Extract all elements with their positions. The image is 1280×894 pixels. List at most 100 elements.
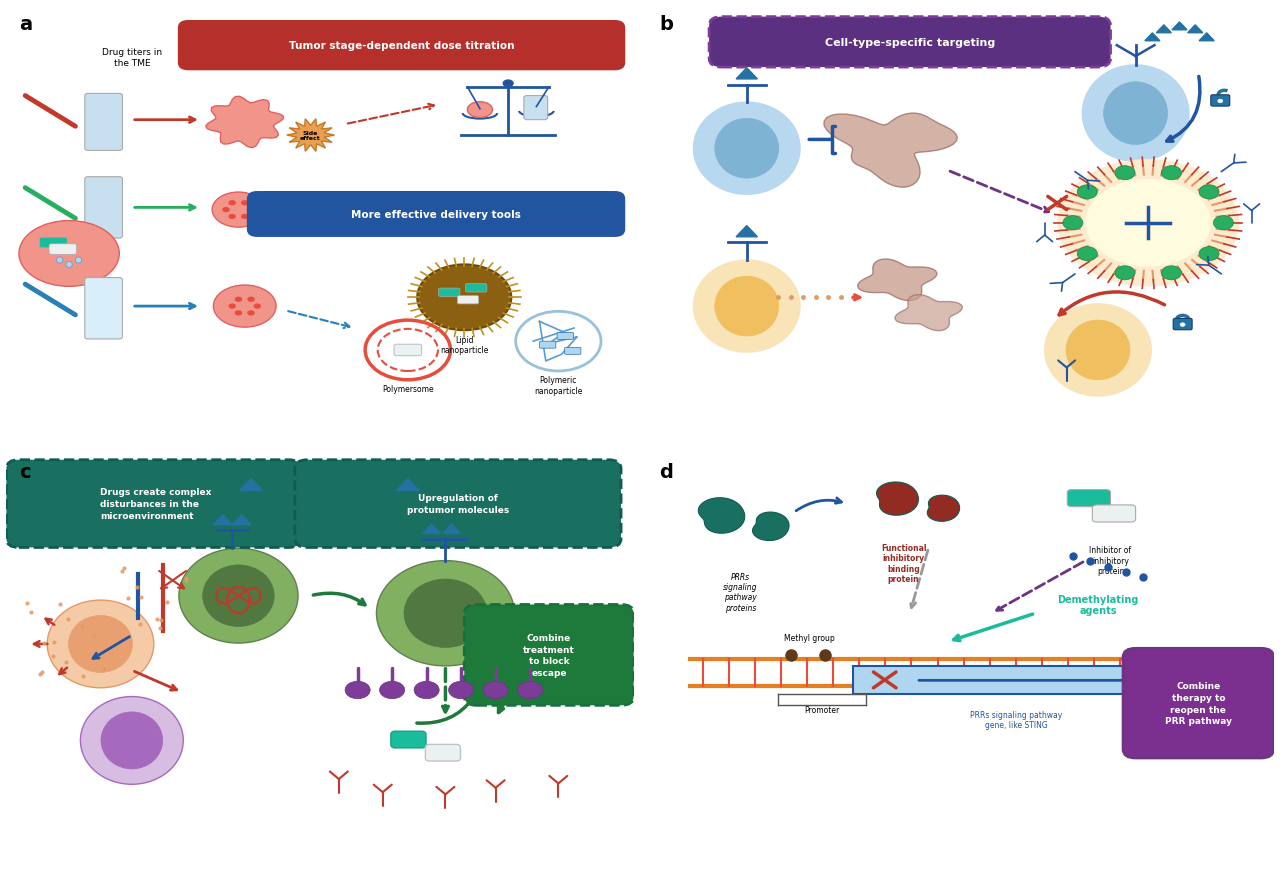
FancyBboxPatch shape	[248, 193, 625, 237]
Circle shape	[1057, 160, 1239, 287]
Circle shape	[1161, 166, 1181, 181]
Circle shape	[417, 266, 511, 331]
Circle shape	[241, 201, 248, 207]
Polygon shape	[287, 120, 334, 152]
Circle shape	[1199, 248, 1219, 261]
Ellipse shape	[1103, 82, 1167, 146]
Polygon shape	[1144, 34, 1160, 42]
Circle shape	[234, 311, 242, 316]
Text: Cell-type-specific targeting: Cell-type-specific targeting	[824, 38, 995, 48]
Text: Inhibitor of
inhibitory
protein: Inhibitor of inhibitory protein	[1089, 545, 1132, 576]
Ellipse shape	[376, 561, 515, 666]
FancyBboxPatch shape	[6, 460, 301, 548]
Circle shape	[1217, 100, 1222, 104]
FancyBboxPatch shape	[294, 460, 621, 548]
Text: Methyl group: Methyl group	[785, 633, 835, 642]
FancyBboxPatch shape	[84, 94, 123, 151]
Polygon shape	[895, 295, 963, 332]
Ellipse shape	[214, 286, 276, 328]
FancyBboxPatch shape	[524, 97, 548, 121]
Circle shape	[415, 681, 439, 699]
Text: b: b	[659, 15, 673, 34]
Polygon shape	[824, 114, 957, 188]
Ellipse shape	[714, 119, 778, 179]
Text: Promoter: Promoter	[804, 705, 840, 714]
Ellipse shape	[19, 222, 119, 287]
Polygon shape	[214, 515, 232, 525]
Text: PRRs signaling pathway
gene, like STING: PRRs signaling pathway gene, like STING	[970, 710, 1062, 730]
Circle shape	[241, 215, 248, 220]
FancyBboxPatch shape	[465, 604, 634, 705]
Circle shape	[253, 304, 261, 309]
FancyBboxPatch shape	[1123, 649, 1274, 758]
Ellipse shape	[76, 257, 82, 264]
Text: Combine
treatment
to block
escape: Combine treatment to block escape	[524, 633, 575, 678]
Circle shape	[1199, 186, 1219, 199]
Polygon shape	[699, 498, 745, 534]
Circle shape	[517, 681, 543, 699]
Ellipse shape	[179, 549, 298, 644]
Ellipse shape	[467, 103, 493, 118]
Circle shape	[346, 681, 370, 699]
Circle shape	[1161, 266, 1181, 281]
FancyBboxPatch shape	[84, 278, 123, 340]
Ellipse shape	[694, 103, 800, 195]
Text: Polymeric
nanoparticle: Polymeric nanoparticle	[534, 376, 582, 395]
Circle shape	[223, 207, 229, 213]
FancyBboxPatch shape	[540, 342, 556, 349]
Polygon shape	[736, 226, 758, 238]
Circle shape	[247, 311, 255, 316]
FancyBboxPatch shape	[84, 178, 123, 239]
Text: PRRs
signaling
pathway
proteins: PRRs signaling pathway proteins	[723, 572, 758, 612]
Text: Upregulation of
protumor molecules: Upregulation of protumor molecules	[407, 493, 509, 514]
Polygon shape	[877, 483, 919, 516]
FancyBboxPatch shape	[457, 296, 479, 305]
Circle shape	[1115, 166, 1135, 181]
Ellipse shape	[714, 277, 778, 337]
Polygon shape	[206, 97, 283, 148]
Ellipse shape	[1083, 66, 1189, 162]
Polygon shape	[232, 515, 251, 525]
FancyBboxPatch shape	[466, 284, 486, 292]
FancyBboxPatch shape	[1174, 319, 1192, 331]
FancyBboxPatch shape	[40, 238, 68, 249]
Circle shape	[1180, 324, 1185, 327]
Ellipse shape	[67, 262, 72, 268]
Circle shape	[380, 681, 404, 699]
FancyBboxPatch shape	[179, 22, 625, 71]
Text: Lipid
nanoparticle: Lipid nanoparticle	[440, 335, 489, 355]
Ellipse shape	[101, 713, 163, 769]
Circle shape	[1213, 216, 1234, 231]
Circle shape	[1062, 216, 1083, 231]
Text: Drugs create complex
disturbances in the
microenvironment: Drugs create complex disturbances in the…	[101, 488, 212, 520]
Polygon shape	[858, 260, 937, 301]
Polygon shape	[927, 495, 960, 522]
Polygon shape	[443, 525, 461, 534]
FancyBboxPatch shape	[1211, 96, 1230, 107]
Circle shape	[228, 215, 236, 220]
FancyBboxPatch shape	[390, 731, 426, 748]
Circle shape	[448, 681, 474, 699]
Ellipse shape	[81, 696, 183, 784]
Ellipse shape	[69, 616, 132, 672]
Circle shape	[1078, 186, 1097, 199]
Polygon shape	[1156, 26, 1171, 34]
FancyBboxPatch shape	[709, 18, 1111, 68]
FancyBboxPatch shape	[439, 289, 460, 297]
Polygon shape	[753, 512, 788, 541]
Polygon shape	[1199, 34, 1215, 42]
Polygon shape	[1188, 26, 1203, 34]
Ellipse shape	[202, 565, 274, 627]
Polygon shape	[1172, 23, 1187, 30]
FancyBboxPatch shape	[425, 745, 461, 761]
Circle shape	[1078, 248, 1097, 261]
Text: Tumor stage-dependent dose titration: Tumor stage-dependent dose titration	[289, 41, 515, 51]
FancyBboxPatch shape	[1068, 490, 1111, 507]
Circle shape	[228, 304, 236, 309]
Text: More effective delivery tools: More effective delivery tools	[351, 210, 521, 220]
Text: d: d	[659, 462, 673, 481]
Text: Combine
therapy to
reopen the
PRR pathway: Combine therapy to reopen the PRR pathwa…	[1165, 681, 1231, 726]
Text: Polymersome: Polymersome	[381, 384, 434, 393]
Text: a: a	[19, 15, 32, 34]
Polygon shape	[397, 479, 419, 491]
